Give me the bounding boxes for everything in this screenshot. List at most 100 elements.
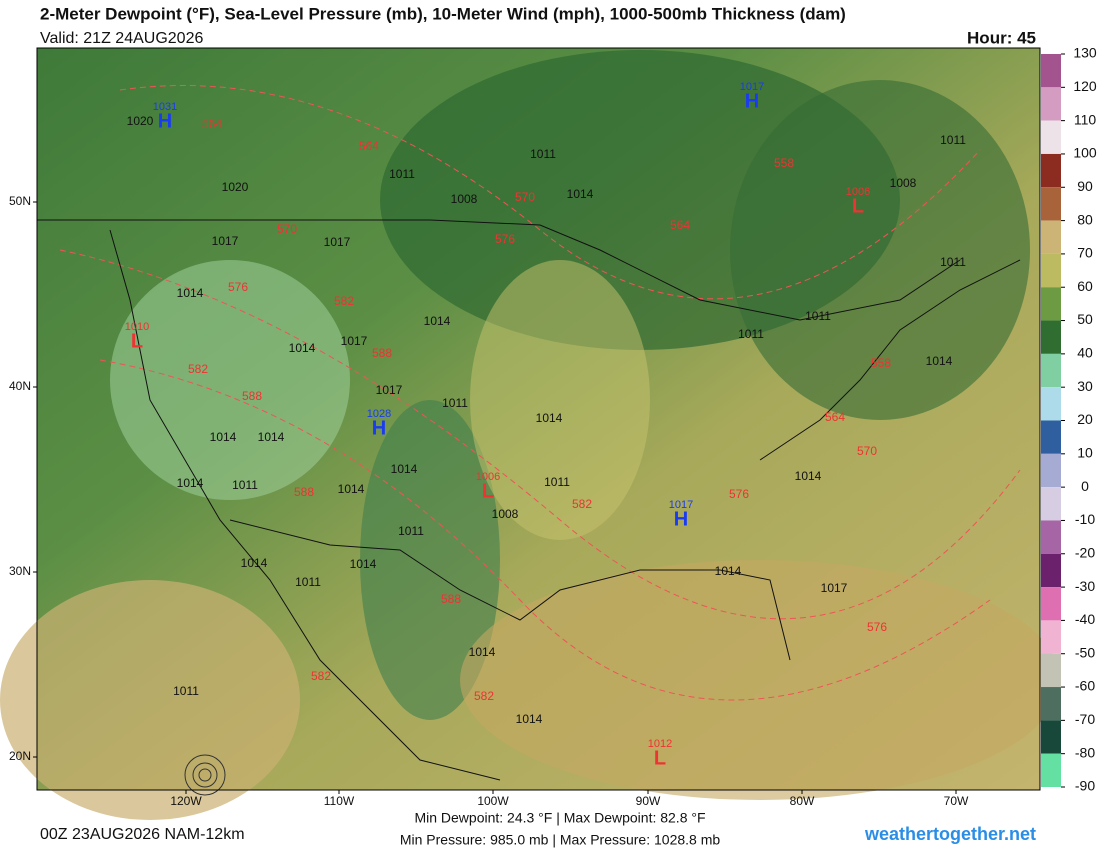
lon-label: 100W bbox=[477, 794, 509, 808]
lat-label: 20N bbox=[9, 749, 31, 763]
colorbar-segment bbox=[1041, 87, 1061, 121]
thickness-line bbox=[119, 85, 981, 300]
isobar-label: 1014 bbox=[338, 482, 365, 496]
colorbar-label: 100 bbox=[1073, 145, 1097, 161]
thickness-label: 576 bbox=[729, 487, 749, 501]
colorbar-label: 30 bbox=[1077, 378, 1093, 394]
colorbar-label: 70 bbox=[1077, 245, 1093, 261]
moist-area bbox=[730, 80, 1030, 420]
site-link[interactable]: weathertogether.net bbox=[864, 824, 1036, 844]
lon-label: 90W bbox=[636, 794, 661, 808]
colorbar-label: -60 bbox=[1075, 678, 1095, 694]
colorbar-segment bbox=[1041, 653, 1061, 688]
thickness-label: 570 bbox=[857, 444, 877, 458]
colorbar-label: 90 bbox=[1077, 178, 1093, 194]
colorbar-segment bbox=[1041, 353, 1061, 388]
moist-area bbox=[360, 400, 500, 720]
isobar-label: 1014 bbox=[715, 564, 742, 578]
thickness-label: 576 bbox=[228, 280, 248, 294]
isobar-label: 1017 bbox=[821, 581, 848, 595]
isobar-label: 1014 bbox=[424, 314, 451, 328]
colorbar-segment bbox=[1041, 420, 1061, 454]
isobar-label: 1020 bbox=[127, 114, 154, 128]
isobar-label: 1011 bbox=[940, 255, 966, 269]
lon-label: 80W bbox=[790, 794, 815, 808]
isobar-label: 1017 bbox=[376, 383, 403, 397]
coastline bbox=[229, 519, 791, 661]
thickness-label: 558 bbox=[774, 156, 794, 170]
colorbar-segment bbox=[1041, 253, 1061, 288]
center-letter: H bbox=[372, 417, 386, 439]
isobar-label: 1017 bbox=[324, 235, 351, 249]
isobar-label: 1008 bbox=[492, 507, 519, 521]
lat-label: 40N bbox=[9, 379, 31, 393]
lon-label: 120W bbox=[170, 794, 202, 808]
center-letter: L bbox=[482, 480, 494, 502]
lon-label: 110W bbox=[324, 794, 355, 808]
isobar-label: 1011 bbox=[173, 684, 199, 698]
colorbar-segment bbox=[1041, 320, 1061, 354]
colorbar-label: 0 bbox=[1081, 478, 1089, 494]
thickness-label: 564 bbox=[359, 139, 379, 153]
colorbar-segment bbox=[1041, 153, 1061, 188]
forecast-hour: Hour: 45 bbox=[967, 28, 1036, 47]
isobar-label: 1011 bbox=[805, 309, 831, 323]
colorbar-segment bbox=[1041, 220, 1061, 254]
isobar-label: 1011 bbox=[232, 478, 258, 492]
thickness-label: 576 bbox=[495, 232, 515, 246]
colorbar-label: -70 bbox=[1075, 711, 1095, 727]
isobar-label: 1014 bbox=[350, 557, 377, 571]
isobar-label: 1014 bbox=[469, 645, 496, 659]
colorbar-segment bbox=[1041, 187, 1061, 221]
colorbar-segment bbox=[1041, 520, 1061, 554]
colorbar-label: -20 bbox=[1075, 544, 1095, 560]
isobar-label: 1014 bbox=[516, 712, 543, 726]
center-value: 1017 bbox=[669, 499, 693, 511]
thickness-label: 588 bbox=[294, 485, 314, 499]
colorbar-label: 40 bbox=[1077, 345, 1093, 361]
thickness-label: 582 bbox=[334, 294, 354, 308]
center-letter: L bbox=[131, 330, 143, 352]
pressure-range: Min Pressure: 985.0 mb | Max Pressure: 1… bbox=[400, 832, 721, 848]
center-letter: H bbox=[158, 110, 172, 132]
ocean-area bbox=[460, 560, 1060, 800]
thickness-label: 588 bbox=[441, 592, 461, 606]
colorbar-segment bbox=[1041, 453, 1061, 488]
center-letter: H bbox=[674, 508, 688, 530]
isobar bbox=[184, 754, 226, 796]
valid-time: Valid: 21Z 24AUG2026 bbox=[40, 30, 203, 47]
thickness-label: 582 bbox=[572, 497, 592, 511]
thickness-label: 582 bbox=[188, 362, 208, 376]
thickness-label: 588 bbox=[242, 389, 262, 403]
center-value: 1010 bbox=[125, 321, 149, 333]
isobar-label: 1011 bbox=[295, 575, 321, 589]
colorbar-segment bbox=[1041, 620, 1061, 654]
isobar-label: 1011 bbox=[738, 327, 764, 341]
isobar-label: 1011 bbox=[940, 133, 966, 147]
lat-label: 50N bbox=[9, 194, 31, 208]
colorbar-label: 130 bbox=[1073, 45, 1097, 61]
colorbar-segment bbox=[1041, 387, 1061, 421]
isobar-label: 1014 bbox=[258, 430, 285, 444]
colorbar-segment bbox=[1041, 753, 1061, 787]
isobar-label: 1014 bbox=[177, 476, 204, 490]
colorbar-label: -80 bbox=[1075, 744, 1095, 760]
thickness-label: 570 bbox=[515, 190, 535, 204]
colorbar-label: 10 bbox=[1077, 445, 1093, 461]
colorbar-label: 80 bbox=[1077, 211, 1093, 227]
isobar bbox=[198, 768, 212, 782]
thickness-label: 588 bbox=[372, 346, 392, 360]
coastline bbox=[759, 259, 1021, 461]
isobar-label: 1014 bbox=[926, 354, 953, 368]
model-run: 00Z 23AUG2026 NAM-12km bbox=[40, 826, 245, 843]
thickness-line bbox=[99, 359, 991, 701]
lat-label: 30N bbox=[9, 564, 31, 578]
colorbar-segment bbox=[1041, 687, 1061, 721]
dry-area bbox=[110, 260, 350, 500]
center-value: 1031 bbox=[153, 101, 177, 113]
colorbar-label: 50 bbox=[1077, 311, 1093, 327]
center-value: 1028 bbox=[367, 408, 391, 420]
isobar-label: 1011 bbox=[389, 167, 415, 181]
colorbar-segment bbox=[1041, 120, 1061, 154]
isobar-label: 1014 bbox=[391, 462, 418, 476]
